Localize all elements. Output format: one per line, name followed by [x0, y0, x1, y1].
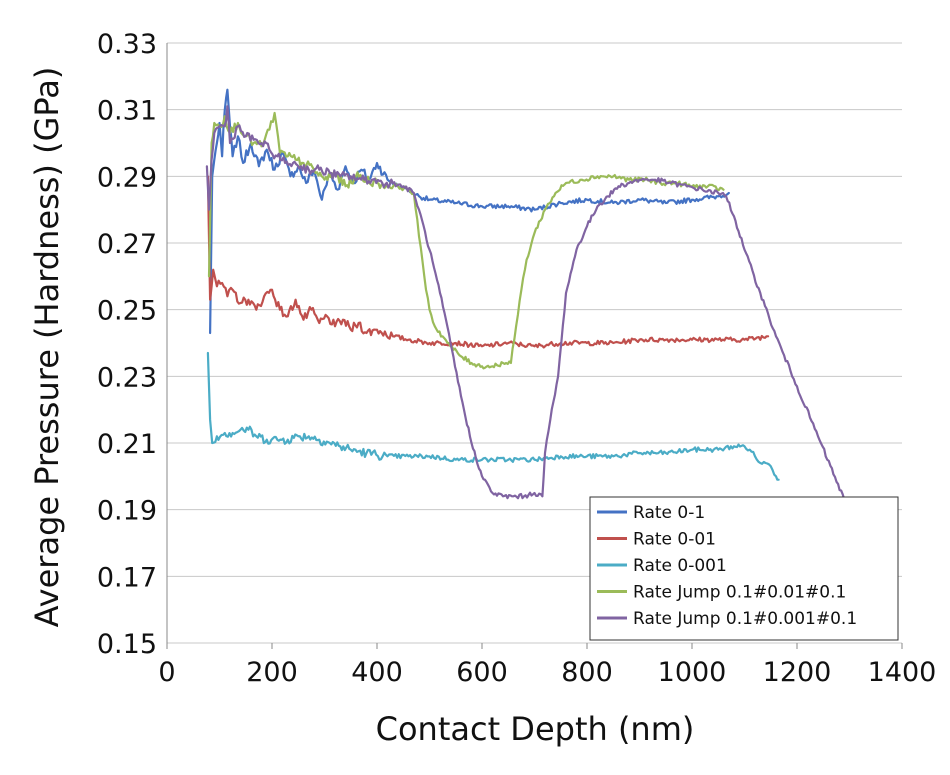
- x-tick-label: 600: [456, 657, 508, 688]
- legend-label: Rate 0-1: [633, 503, 705, 523]
- y-tick-label: 0.33: [97, 29, 157, 60]
- legend-label: Rate 0-001: [633, 556, 727, 576]
- y-tick-label: 0.29: [97, 162, 157, 193]
- legend-label: Rate Jump 0.1#0.01#0.1: [633, 583, 846, 603]
- y-axis-title: Average Pressure (Hardness) (GPa): [28, 67, 66, 628]
- legend-box: [589, 496, 899, 641]
- series-line-1: [206, 175, 770, 349]
- y-tick-label: 0.21: [97, 429, 157, 460]
- series-lines: [205, 88, 846, 501]
- legend-label: Rate Jump 0.1#0.001#0.1: [633, 609, 857, 629]
- legend: Rate 0-1 Rate 0-01 Rate 0-001 Rate Jump 0.1…: [589, 496, 899, 641]
- x-tick-label: 1000: [658, 657, 727, 688]
- y-tick-label: 0.19: [97, 496, 157, 527]
- x-tick-label: 0: [158, 657, 175, 688]
- x-tick-labels: 0 200 400 600 800 1000 1200 1400: [158, 657, 936, 688]
- x-tick-label: 200: [246, 657, 298, 688]
- x-axis-title: Contact Depth (nm): [376, 710, 695, 748]
- series-line-2: [206, 351, 780, 481]
- y-tick-label: 0.15: [97, 629, 157, 660]
- y-tick-label: 0.31: [97, 96, 157, 127]
- y-tick-label: 0.25: [97, 296, 157, 327]
- series-line-3: [207, 111, 725, 370]
- y-tick-label: 0.27: [97, 229, 157, 260]
- series-line-0: [209, 88, 730, 335]
- legend-label: Rate 0-01: [633, 530, 716, 550]
- x-tick-label: 1200: [763, 657, 832, 688]
- series-line-4: [205, 105, 846, 501]
- y-tick-label: 0.17: [97, 562, 157, 593]
- y-tick-label: 0.23: [97, 362, 157, 393]
- y-tick-labels: 0.15 0.17 0.19 0.21 0.23 0.25 0.27 0.29 0.31 0.33: [97, 29, 157, 660]
- x-tick-label: 400: [351, 657, 403, 688]
- x-tick-label: 1400: [868, 657, 937, 688]
- x-tick-label: 800: [561, 657, 613, 688]
